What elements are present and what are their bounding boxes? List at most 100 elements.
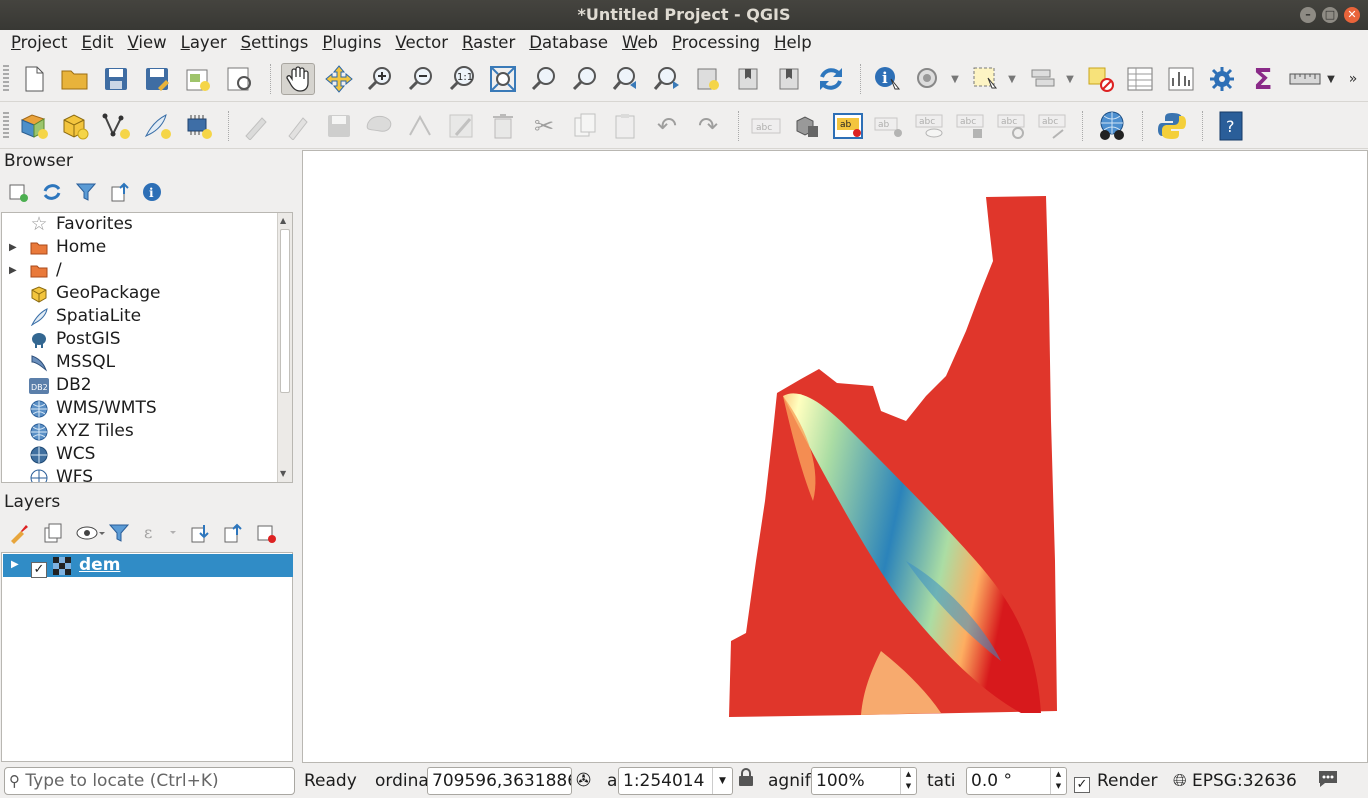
layer-visibility-checkbox[interactable]: ✓ <box>31 557 47 578</box>
spin-arrows-icon[interactable]: ▲ ▼ <box>900 768 916 794</box>
crs-button[interactable]: 🌐︎ EPSG:32636 <box>1173 771 1297 791</box>
new-print-layout-icon[interactable] <box>181 63 215 95</box>
select-by-value-icon[interactable] <box>1027 63 1061 95</box>
open-layer-styling-icon[interactable] <box>6 520 32 546</box>
zoom-out-icon[interactable] <box>404 63 438 95</box>
expand-arrow-icon[interactable]: ▶ <box>9 242 17 253</box>
python-console-icon[interactable] <box>1155 110 1189 142</box>
browser-item-postgis[interactable]: PostGIS <box>2 328 278 351</box>
menu-plugins[interactable]: Plugins <box>322 33 382 52</box>
metasearch-icon[interactable] <box>1095 110 1129 142</box>
delete-selected-icon[interactable] <box>486 110 520 142</box>
measure-line-icon[interactable] <box>1288 63 1322 95</box>
deselect-features-icon[interactable] <box>1084 63 1118 95</box>
zoom-to-layer-icon[interactable] <box>568 63 602 95</box>
scroll-down-icon[interactable]: ▼ <box>280 469 287 478</box>
close-window-button[interactable]: ✕ <box>1344 7 1360 23</box>
browser-item-mssql[interactable]: MSSQL <box>2 351 278 374</box>
new-shapefile-layer-icon[interactable] <box>99 110 133 142</box>
browser-item-wms-wmts[interactable]: WMS/WMTS <box>2 397 278 420</box>
add-group-icon[interactable] <box>40 520 66 546</box>
data-source-manager-icon[interactable] <box>17 110 51 142</box>
pin-unpin-labels-icon[interactable]: ab <box>872 110 906 142</box>
rotation-spinbox[interactable]: 0.0 ° ▲ ▼ <box>966 767 1067 795</box>
browser-item-db2[interactable]: DB2 DB2 <box>2 374 278 397</box>
select-dropdown-icon[interactable]: ▼ <box>1008 73 1016 85</box>
filter-legend-icon[interactable] <box>106 520 132 546</box>
menu-database[interactable]: Database <box>529 33 608 52</box>
browser-item-geopackage[interactable]: GeoPackage <box>2 282 278 305</box>
menu-web[interactable]: Web <box>622 33 658 52</box>
zoom-to-selection-icon[interactable] <box>527 63 561 95</box>
browser-item-wfs[interactable]: WFS <box>2 466 278 482</box>
modify-attributes-icon[interactable] <box>445 110 479 142</box>
measure-dropdown-icon[interactable]: ▼ <box>1327 73 1335 85</box>
menu-edit[interactable]: Edit <box>81 33 114 52</box>
menu-settings[interactable]: Settings <box>240 33 309 52</box>
cut-features-icon[interactable]: ✂ <box>533 112 555 140</box>
browser-item-home[interactable]: ▶ Home <box>9 237 107 257</box>
filter-by-expression-icon[interactable]: ε <box>140 520 180 546</box>
processing-toolbox-icon[interactable] <box>1205 63 1239 95</box>
browser-properties-icon[interactable]: i <box>139 179 165 205</box>
collapse-all-icon[interactable] <box>107 179 133 205</box>
menu-layer[interactable]: Layer <box>180 33 227 52</box>
menu-project[interactable]: Project <box>11 33 68 52</box>
toggle-extents-icon[interactable]: ✇ <box>576 770 592 791</box>
pan-map-icon[interactable] <box>281 63 315 95</box>
zoom-native-resolution-icon[interactable]: 1:1 <box>445 63 479 95</box>
new-spatialite-layer-icon[interactable] <box>140 110 174 142</box>
scale-combo[interactable]: 1:254014 ▼ <box>618 767 733 795</box>
toolbar-grip[interactable] <box>3 65 9 93</box>
sum-statistics-icon[interactable]: Σ <box>1253 62 1273 96</box>
lock-scale-icon[interactable] <box>738 767 754 796</box>
toolbar-overflow-icon[interactable]: » <box>1348 71 1358 87</box>
statistical-summary-icon[interactable] <box>1164 63 1198 95</box>
change-label-icon[interactable]: abc <box>1036 110 1070 142</box>
refresh-icon[interactable] <box>814 63 848 95</box>
expand-arrow-icon[interactable]: ▶ <box>9 265 17 276</box>
remove-layer-icon[interactable] <box>253 520 279 546</box>
browser-item-xyz-tiles[interactable]: XYZ Tiles <box>2 420 278 443</box>
browser-item-favorites[interactable]: ☆ Favorites <box>2 213 278 236</box>
magnifier-spinbox[interactable]: 100% ▲ ▼ <box>811 767 917 795</box>
filter-browser-icon[interactable] <box>73 179 99 205</box>
menu-processing[interactable]: Processing <box>671 33 761 52</box>
add-feature-icon[interactable] <box>363 110 397 142</box>
browser-item-root[interactable]: ▶ / <box>9 260 62 280</box>
layout-manager-icon[interactable] <box>222 63 256 95</box>
zoom-last-icon[interactable] <box>609 63 643 95</box>
copy-features-icon[interactable] <box>568 110 602 142</box>
menu-vector[interactable]: Vector <box>395 33 449 52</box>
help-contents-icon[interactable]: ? <box>1214 110 1248 142</box>
menu-help[interactable]: Help <box>774 33 812 52</box>
pan-to-selection-icon[interactable] <box>322 63 356 95</box>
new-spatial-bookmark-icon[interactable] <box>691 63 725 95</box>
menu-raster[interactable]: Raster <box>462 33 516 52</box>
zoom-full-icon[interactable] <box>486 63 520 95</box>
save-project-as-icon[interactable] <box>140 63 174 95</box>
add-selected-layers-icon[interactable] <box>6 179 32 205</box>
scroll-up-icon[interactable]: ▲ <box>280 216 287 225</box>
new-virtual-layer-icon[interactable] <box>181 110 215 142</box>
current-edits-icon[interactable] <box>281 110 315 142</box>
run-feature-action-icon[interactable] <box>912 63 946 95</box>
locator-search-input[interactable]: ⚲ Type to locate (Ctrl+K) <box>4 767 295 795</box>
open-attribute-table-icon[interactable] <box>1123 63 1157 95</box>
toggle-editing-icon[interactable] <box>240 110 274 142</box>
refresh-browser-icon[interactable] <box>39 179 65 205</box>
rotate-label-icon[interactable]: abc <box>995 110 1029 142</box>
maximize-window-button[interactable]: □ <box>1322 7 1338 23</box>
zoom-in-icon[interactable] <box>363 63 397 95</box>
undo-icon[interactable]: ↶ <box>656 112 678 140</box>
expand-all-icon[interactable] <box>187 520 213 546</box>
save-layer-edits-icon[interactable] <box>322 110 356 142</box>
browser-item-wcs[interactable]: WCS <box>2 443 278 466</box>
chevron-down-icon[interactable]: ▼ <box>712 768 732 794</box>
show-spatial-bookmarks-icon[interactable] <box>732 63 766 95</box>
collapse-all-layers-icon[interactable] <box>220 520 246 546</box>
action-dropdown-icon[interactable]: ▼ <box>951 73 959 85</box>
layer-labeling-options-icon[interactable]: abc <box>749 110 783 142</box>
spin-arrows-icon[interactable]: ▲ ▼ <box>1050 768 1066 794</box>
layer-diagram-options-icon[interactable] <box>790 110 824 142</box>
